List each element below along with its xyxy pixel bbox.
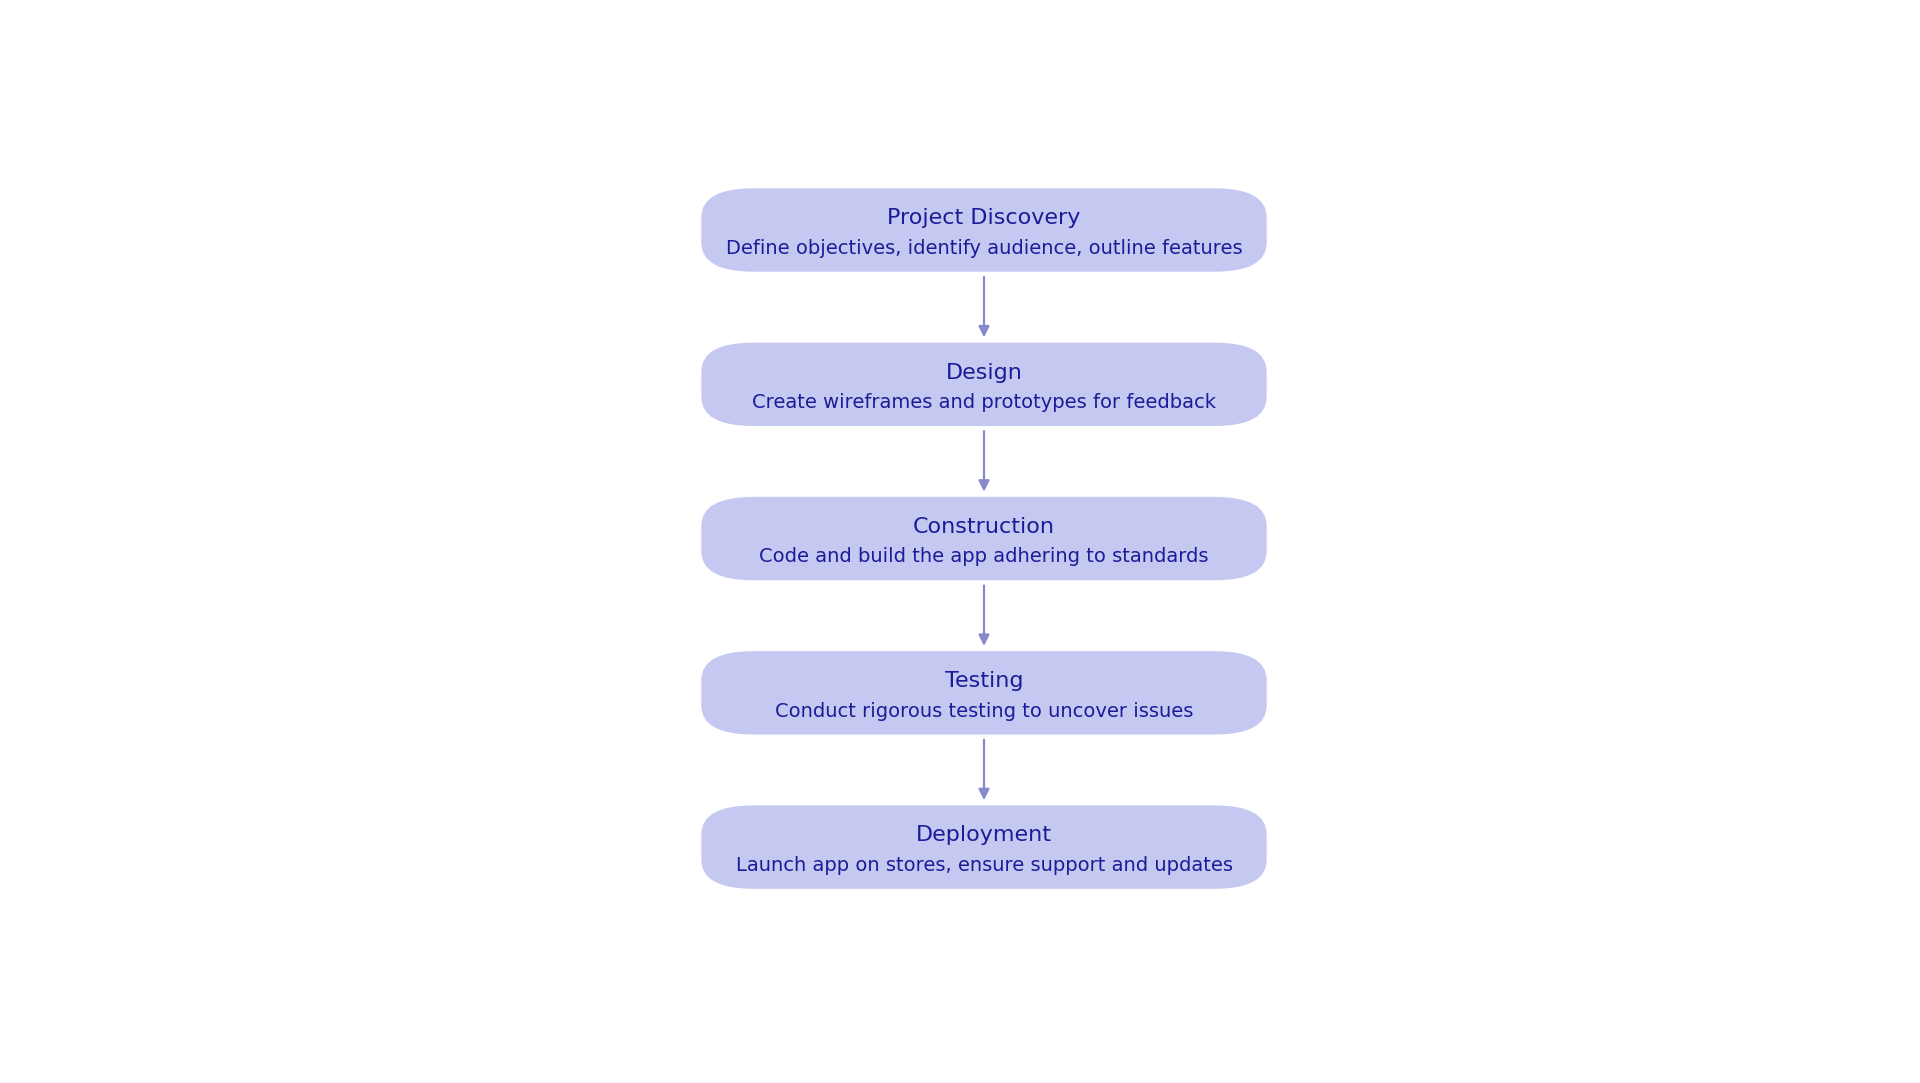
- Text: Project Discovery: Project Discovery: [887, 208, 1081, 229]
- Text: Conduct rigorous testing to uncover issues: Conduct rigorous testing to uncover issu…: [776, 702, 1192, 720]
- Text: Define objectives, identify audience, outline features: Define objectives, identify audience, ou…: [726, 239, 1242, 258]
- FancyBboxPatch shape: [701, 188, 1267, 272]
- Text: Launch app on stores, ensure support and updates: Launch app on stores, ensure support and…: [735, 856, 1233, 875]
- Text: Construction: Construction: [914, 517, 1054, 537]
- Text: Design: Design: [945, 363, 1023, 382]
- Text: Deployment: Deployment: [916, 825, 1052, 846]
- FancyBboxPatch shape: [701, 806, 1267, 889]
- FancyBboxPatch shape: [701, 497, 1267, 580]
- Text: Code and build the app adhering to standards: Code and build the app adhering to stand…: [758, 547, 1210, 566]
- FancyBboxPatch shape: [701, 342, 1267, 426]
- FancyBboxPatch shape: [701, 651, 1267, 734]
- Text: Create wireframes and prototypes for feedback: Create wireframes and prototypes for fee…: [753, 393, 1215, 413]
- Text: Testing: Testing: [945, 671, 1023, 691]
